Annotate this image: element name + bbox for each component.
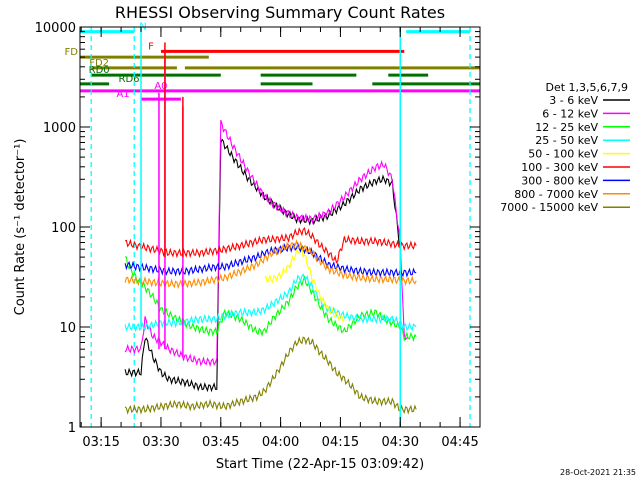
flag-label: RD6 xyxy=(119,74,140,85)
y-tick-label: 1000 xyxy=(43,121,76,136)
legend-label: 300 - 800 keV xyxy=(521,174,598,187)
x-tick-label: 04:00 xyxy=(262,435,299,450)
x-axis: 03:15 03:30 03:45 04:00 04:15 04:30 04:45 xyxy=(80,27,481,450)
legend-label: 7000 - 15000 keV xyxy=(500,201,598,214)
series-line xyxy=(124,256,417,342)
series-line xyxy=(124,336,417,415)
legend-label: 25 - 50 keV xyxy=(535,134,598,147)
series-line xyxy=(264,244,345,324)
series-line xyxy=(124,273,417,333)
timestamp-label: 28-Oct-2021 21:35 xyxy=(560,468,636,477)
series-line xyxy=(124,226,417,264)
legend-title: Det 1,3,5,6,7,9 xyxy=(545,81,628,94)
legend-label: 6 - 12 keV xyxy=(542,107,598,120)
y-axis-label: Count Rate (s⁻¹ detector⁻¹) xyxy=(13,139,28,316)
legend-label: 3 - 6 keV xyxy=(549,94,598,107)
y-tick-label: 10000 xyxy=(35,21,76,36)
series-line xyxy=(124,239,417,290)
y-tick-label: 1 xyxy=(68,421,76,436)
legend-label: 800 - 7000 keV xyxy=(514,188,598,201)
flag-label: FD xyxy=(64,47,78,58)
y-tick-label: 100 xyxy=(51,221,76,236)
flag-label: A0 xyxy=(154,81,167,92)
x-tick-label: 03:45 xyxy=(202,435,239,450)
chart-title: RHESSI Observing Summary Count Rates xyxy=(115,3,445,22)
y-axis: 1 10 100 1000 10000 xyxy=(35,21,480,436)
series-line xyxy=(124,119,409,368)
x-tick-label: 04:30 xyxy=(382,435,419,450)
x-axis-label: Start Time (22-Apr-15 03:09:42) xyxy=(216,457,424,472)
x-tick-label: 04:15 xyxy=(322,435,359,450)
legend-label: 12 - 25 keV xyxy=(535,121,598,134)
series-line xyxy=(124,241,417,279)
flag-label: F xyxy=(148,41,154,52)
x-tick-label: 03:30 xyxy=(142,435,179,450)
flag-label: RD0 xyxy=(89,65,110,76)
spike-lines xyxy=(140,27,401,427)
flag-label: A1 xyxy=(116,89,129,100)
legend-label: 50 - 100 keV xyxy=(528,148,598,161)
x-tick-label: 03:15 xyxy=(82,435,119,450)
series-lines xyxy=(124,119,417,415)
x-tick-label: 04:45 xyxy=(441,435,478,450)
flag-label: FD2 xyxy=(89,58,109,69)
legend-label: 100 - 300 keV xyxy=(521,161,598,174)
y-tick-label: 10 xyxy=(59,321,76,336)
